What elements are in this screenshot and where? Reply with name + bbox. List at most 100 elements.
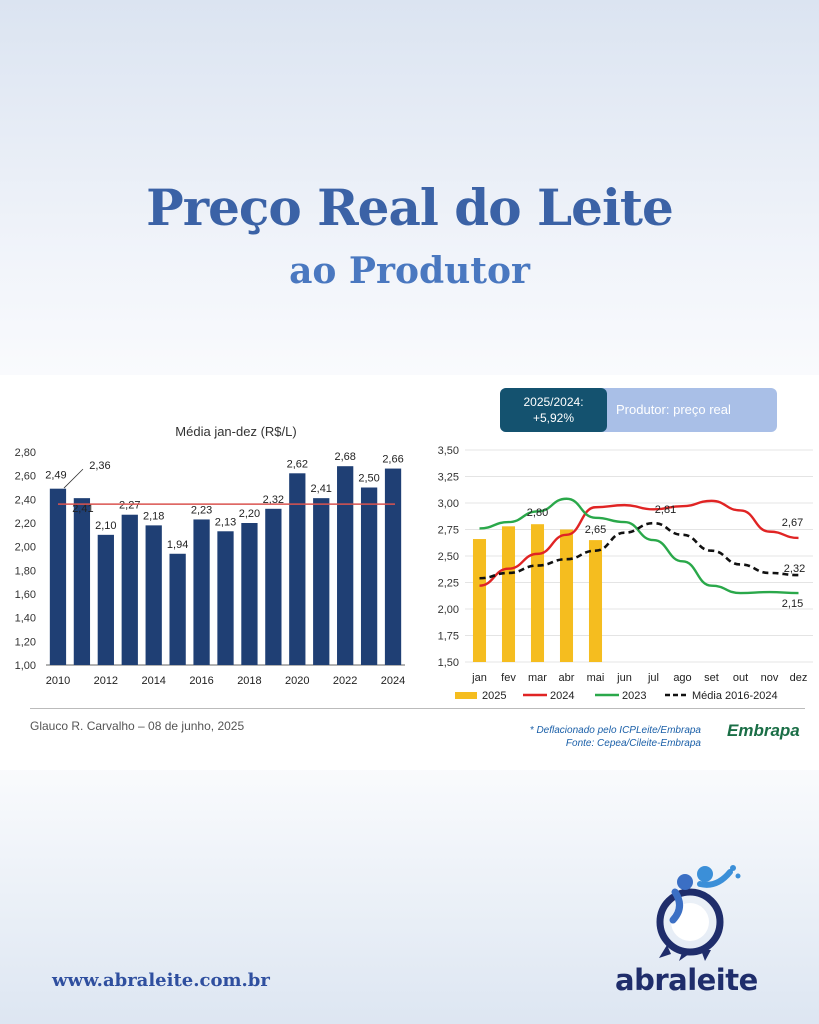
y-tick-label: 2,40 [15,494,36,506]
y-tick-label: 3,25 [438,472,459,484]
average-value-label: 2,36 [89,460,110,472]
bar-value-label: 2,50 [358,473,379,485]
bar-value-label: 2,13 [215,516,236,528]
bar-chart-title: Média jan-dez (R$/L) [175,424,296,439]
bar-value-label: 2,27 [119,500,140,512]
website-link[interactable]: www.abraleite.com.br [52,970,270,991]
average-leader-line [63,468,84,489]
badge-label: Produtor: preço real [616,402,731,417]
source-notes: * Deflacionado pelo ICPLeite/Embrapa Fon… [530,724,701,750]
y-tick-label: 2,00 [15,542,36,554]
data-label: 2,65 [585,524,606,536]
bar-value-label: 2,66 [382,454,403,466]
change-badge-value: 2025/2024: +5,92% [500,388,607,432]
legend-label: 2024 [550,690,574,702]
bar-2016 [193,519,210,665]
bar-2017 [217,531,234,665]
x-tick-label: dez [790,672,808,684]
bar-2019 [265,508,282,665]
x-tick-label: fev [501,672,516,684]
bar-2012 [97,534,114,665]
y-tick-label: 2,25 [438,578,459,590]
bar-2011 [73,498,91,665]
x-tick-label: ago [673,672,691,684]
bar-2023 [360,487,378,665]
bar-value-label: 2,32 [263,494,284,506]
annual-bar-chart: Média jan-dez (R$/L) 1,00 1,20 1,40 1,60 1,80… [15,424,406,687]
abraleite-brand: abraleite [615,963,758,997]
y-tick-label: 2,60 [15,471,36,483]
bar-2024 [384,468,402,665]
abraleite-logo-icon [656,865,741,961]
y-tick-label: 2,80 [15,447,36,459]
y-tick-label: 2,50 [438,551,459,563]
series-line-2024 [479,499,799,587]
bar-value-label: 2,41 [311,483,332,495]
page-subtitle: ao Produtor [289,250,530,292]
bar-value-label: 2,68 [334,451,355,463]
bar-2025-mai [588,540,603,662]
y-tick-label: 3,50 [438,445,459,457]
monthly-line-chart: 1,50 1,75 2,00 2,25 2,50 2,75 3,00 3,25 3,50 jan f… [438,445,813,702]
x-tick-label: mai [587,672,605,684]
y-tick-label: 1,20 [15,636,36,648]
y-tick-label: 2,75 [438,525,459,537]
x-tick-label: nov [761,672,779,684]
x-tick-label: out [733,672,748,684]
y-tick-label: 1,80 [15,565,36,577]
bar-value-label: 2,20 [239,508,260,520]
bar-value-label: 2,10 [95,520,116,532]
bar-value-label: 2,49 [45,470,66,482]
bar-value-label: 1,94 [167,539,188,551]
x-tick-label: jan [471,672,487,684]
bar-2010 [49,488,67,665]
x-tick-label: jun [616,672,632,684]
x-tick-label: 2024 [381,675,405,687]
y-tick-label: 1,40 [15,613,36,625]
bar-value-label: 2,18 [143,510,164,522]
badge-period: 2025/2024: [523,395,584,409]
source-note: Fonte: Cepea/Cileite-Embrapa [565,738,701,749]
x-tick-label: abr [559,672,575,684]
y-tick-label: 3,00 [438,498,459,510]
change-badge: 2025/2024: +5,92% Produtor: preço real [500,388,777,432]
x-tick-label: 2020 [285,675,309,687]
data-label: 2,32 [784,563,805,575]
bar-2025-fev [501,526,516,662]
legend-label: 2023 [622,690,646,702]
bar-2025-abr [559,529,574,662]
x-tick-label: jul [647,672,659,684]
embrapa-logo: Embrapa [727,721,800,740]
bar-2014 [145,525,162,665]
y-tick-label: 1,50 [438,657,459,669]
bar-2020 [289,473,306,665]
data-label: 2,15 [782,598,803,610]
legend-swatch-2025 [455,692,477,699]
bar-2018 [241,523,258,665]
bar-2025-jan [472,539,487,662]
x-tick-label: 2018 [237,675,261,687]
y-tick-label: 2,20 [15,518,36,530]
y-tick-label: 1,60 [15,589,36,601]
bar-value-label: 2,62 [287,458,308,470]
legend-label: 2025 [482,690,506,702]
x-tick-label: 2016 [189,675,213,687]
y-tick-label: 2,00 [438,604,459,616]
data-label: 2,81 [655,504,676,516]
x-tick-label: set [704,672,719,684]
data-label: 2,67 [782,517,803,529]
badge-change: +5,92% [532,411,575,425]
author-credit: Glauco R. Carvalho – 08 de junho, 2025 [30,719,245,733]
page-title: Preço Real do Leite [146,178,674,237]
legend-label: Média 2016-2024 [692,690,778,702]
x-tick-label: 2014 [141,675,165,687]
y-tick-label: 1,75 [438,631,459,643]
x-tick-label: 2022 [333,675,357,687]
y-tick-label: 1,00 [15,660,36,672]
series-line-2023 [479,497,799,595]
x-tick-label: mar [528,672,547,684]
x-tick-label: 2010 [46,675,70,687]
bar-value-label: 2,41 [72,503,93,515]
bar-value-label: 2,23 [191,504,212,516]
bar-2021 [313,498,330,665]
